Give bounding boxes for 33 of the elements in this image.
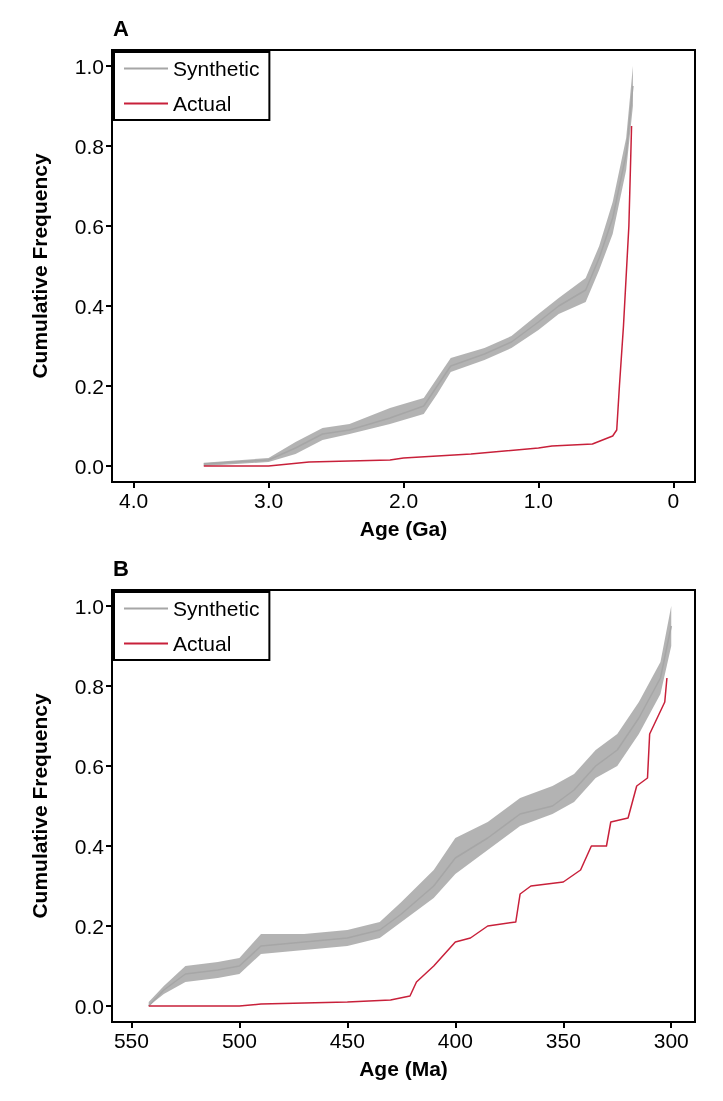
x-tick-label: 4.0 xyxy=(118,489,149,512)
legend-label: Actual xyxy=(173,632,232,655)
x-tick-label: 300 xyxy=(653,1029,689,1052)
y-tick-label: 0.0 xyxy=(74,454,104,478)
y-axis-title: Cumulative Frequency xyxy=(28,153,51,379)
chart-title: A xyxy=(113,15,129,41)
x-tick-label: 400 xyxy=(437,1029,473,1052)
x-axis-title: Age (Ma) xyxy=(359,1057,448,1080)
legend-label: Synthetic xyxy=(173,57,260,80)
y-axis-title: Cumulative Frequency xyxy=(28,693,51,919)
x-tick-label: 1.0 xyxy=(523,489,554,512)
x-tick-label: 500 xyxy=(221,1029,257,1052)
y-tick-label: 0.6 xyxy=(74,754,104,778)
x-tick-label: 550 xyxy=(113,1029,149,1052)
y-tick-label: 0.2 xyxy=(74,914,104,938)
legend-label: Synthetic xyxy=(173,597,260,620)
y-tick-label: 0.2 xyxy=(74,374,104,398)
y-tick-label: 0.8 xyxy=(74,134,104,158)
x-tick-label: 0 xyxy=(667,489,680,512)
x-tick-label: 3.0 xyxy=(253,489,284,512)
y-tick-label: 0.0 xyxy=(74,994,104,1018)
y-tick-label: 0.4 xyxy=(74,834,105,858)
y-tick-label: 0.8 xyxy=(74,674,104,698)
x-axis-title: Age (Ga) xyxy=(359,517,448,540)
y-tick-label: 0.4 xyxy=(74,294,105,318)
x-tick-label: 350 xyxy=(545,1029,581,1052)
y-tick-label: 1.0 xyxy=(74,594,104,618)
y-tick-label: 1.0 xyxy=(74,54,104,78)
x-tick-label: 2.0 xyxy=(388,489,419,512)
x-tick-label: 450 xyxy=(329,1029,365,1052)
chart-title: B xyxy=(113,555,129,581)
legend-label: Actual xyxy=(173,92,232,115)
y-tick-label: 0.6 xyxy=(74,214,104,238)
